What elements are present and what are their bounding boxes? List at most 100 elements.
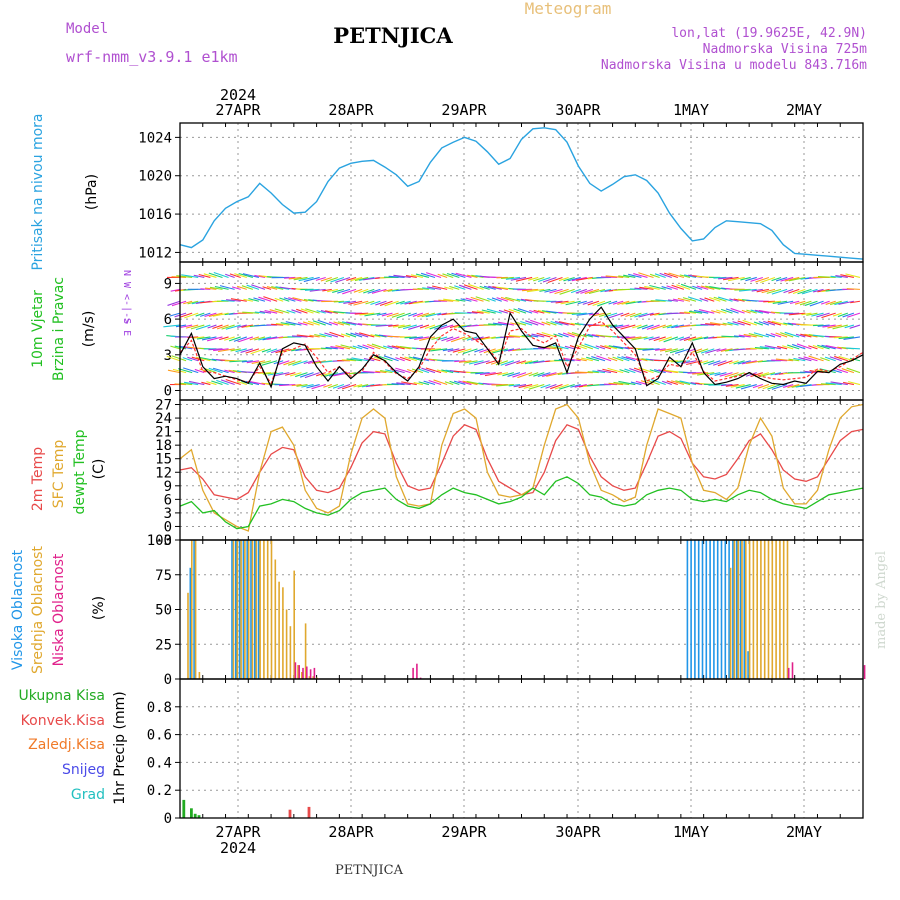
wind-arrow bbox=[462, 380, 478, 386]
wind-arrow bbox=[609, 312, 624, 319]
wind-arrow bbox=[216, 324, 229, 330]
wind-arrow bbox=[195, 312, 205, 317]
wind-arrow bbox=[832, 312, 842, 317]
wind-arrow bbox=[621, 300, 636, 305]
wind-arrow bbox=[804, 370, 818, 374]
wind-arrow bbox=[275, 322, 290, 326]
wind-arrow bbox=[661, 286, 672, 290]
wind-direction-legend: N W <-|-> E S bbox=[121, 270, 132, 336]
high-cloud-bar bbox=[242, 540, 245, 679]
dewpt-label: dewpt Temp bbox=[72, 429, 88, 514]
wind-arrow bbox=[829, 300, 842, 306]
wind-arrow bbox=[813, 288, 824, 293]
wind-arrow bbox=[421, 367, 436, 374]
wind-arrow bbox=[280, 322, 296, 326]
wind-arrow bbox=[691, 348, 703, 353]
wind-arrow bbox=[485, 360, 496, 365]
wind-arrow bbox=[288, 276, 302, 280]
wind-arrow bbox=[438, 299, 454, 302]
wind-arrow bbox=[771, 320, 788, 326]
wind-arrow bbox=[425, 312, 442, 318]
wind-arrow bbox=[320, 276, 332, 282]
wind-arrow bbox=[834, 355, 848, 362]
mid-cloud-bar bbox=[771, 540, 774, 679]
wind-arrow bbox=[563, 357, 581, 362]
wind-arrow bbox=[323, 384, 332, 388]
wind-arrow bbox=[714, 372, 727, 376]
wind-arrow bbox=[838, 355, 855, 362]
wind-arrow bbox=[771, 384, 788, 390]
wind-arrow bbox=[209, 286, 223, 290]
wind-arrow bbox=[428, 379, 442, 386]
mid-cloud-bar bbox=[240, 540, 242, 679]
wind-arrow bbox=[453, 380, 466, 386]
wind-arrow bbox=[404, 300, 417, 305]
wind-arrow bbox=[410, 274, 423, 279]
wind-arrow bbox=[597, 369, 612, 374]
wind-arrow bbox=[809, 300, 824, 307]
wind-arrow bbox=[375, 324, 393, 327]
wind-arrow bbox=[301, 383, 314, 388]
low-cloud-bar bbox=[302, 667, 304, 679]
wind-arrow bbox=[462, 336, 472, 341]
low-cloud-bar bbox=[309, 669, 312, 679]
wind-arrow bbox=[274, 308, 290, 314]
wind-arrow bbox=[283, 297, 296, 302]
wind-arrow bbox=[458, 380, 472, 386]
wind-arrow bbox=[292, 297, 308, 302]
wind-arrow bbox=[754, 372, 770, 378]
y-tick-label: 9 bbox=[164, 479, 172, 495]
wind-arrow bbox=[718, 276, 733, 280]
top-day-label: 30APR bbox=[555, 101, 601, 119]
wind-arrow bbox=[650, 378, 666, 386]
wind-arrow bbox=[460, 298, 472, 302]
wind-arrow bbox=[741, 309, 751, 314]
mid-cloud-bar bbox=[741, 540, 743, 679]
wind-arrow bbox=[171, 300, 187, 307]
wind-arrow bbox=[783, 384, 794, 388]
high-cloud-bar bbox=[193, 540, 195, 679]
mid-cloud-bar bbox=[316, 677, 318, 679]
wind-arrow bbox=[479, 336, 496, 341]
high-cloud-bar bbox=[728, 540, 730, 679]
wind-arrow bbox=[316, 372, 326, 377]
wind-arrow bbox=[515, 276, 533, 282]
low-cloud-bar bbox=[863, 665, 866, 679]
wind-arrow bbox=[526, 288, 545, 293]
wind-arrow bbox=[296, 383, 308, 387]
wind-arrow bbox=[792, 343, 806, 350]
wind-arrow bbox=[528, 384, 545, 390]
wind-arrow bbox=[671, 360, 684, 363]
wind-arrow bbox=[446, 336, 460, 342]
wind-arrow bbox=[666, 324, 678, 329]
mid-cloud-bar bbox=[270, 540, 273, 679]
footer-title: PETNJICA bbox=[335, 863, 404, 878]
wind-arrow bbox=[425, 272, 442, 278]
wind-arrow bbox=[767, 384, 782, 390]
wind-arrow bbox=[541, 321, 551, 326]
wind-arrow bbox=[192, 336, 205, 339]
wind-arrow bbox=[537, 372, 551, 377]
wind-arrow bbox=[570, 288, 581, 294]
wind-arrow bbox=[491, 297, 502, 302]
wind-arrow bbox=[617, 300, 630, 305]
wind-arrow bbox=[180, 324, 193, 328]
wind-arrow bbox=[755, 276, 770, 283]
mid-cloud-bar bbox=[308, 676, 311, 679]
y-tick-label: 0.6 bbox=[147, 728, 172, 744]
wind-arrow bbox=[829, 356, 842, 362]
wind-arrow bbox=[412, 312, 424, 317]
wind-arrow bbox=[596, 355, 612, 362]
wind-arrow bbox=[231, 286, 241, 290]
wind-arrow bbox=[717, 296, 733, 302]
wind-arrow bbox=[646, 324, 660, 330]
wind-arrow bbox=[558, 276, 569, 282]
wind-arrow bbox=[798, 357, 812, 362]
wind-arrow bbox=[582, 300, 593, 305]
low-cloud-label: Niska Oblacnost bbox=[51, 553, 67, 666]
total-rain-bar bbox=[197, 815, 201, 818]
wind-arrow bbox=[481, 309, 496, 314]
wind-arrow bbox=[238, 336, 254, 343]
wind-arrow bbox=[575, 288, 587, 294]
wind-arrow bbox=[287, 360, 302, 366]
